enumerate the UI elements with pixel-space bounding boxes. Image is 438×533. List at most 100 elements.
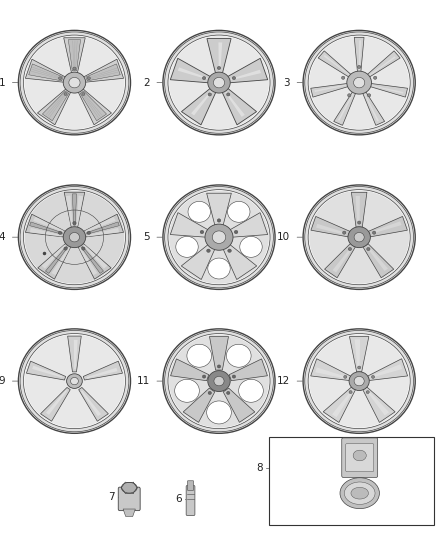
Ellipse shape <box>344 482 375 504</box>
Ellipse shape <box>309 335 409 427</box>
Polygon shape <box>29 64 63 81</box>
Ellipse shape <box>308 35 410 130</box>
Polygon shape <box>369 56 396 76</box>
Ellipse shape <box>24 190 125 285</box>
Polygon shape <box>72 194 77 225</box>
Polygon shape <box>183 388 215 422</box>
Polygon shape <box>311 359 351 381</box>
Polygon shape <box>74 340 78 369</box>
Polygon shape <box>76 196 83 225</box>
Ellipse shape <box>305 330 413 432</box>
Polygon shape <box>80 91 106 121</box>
Polygon shape <box>178 67 208 79</box>
Ellipse shape <box>349 391 352 393</box>
Polygon shape <box>64 192 85 228</box>
Ellipse shape <box>163 30 275 135</box>
Ellipse shape <box>208 72 230 93</box>
Polygon shape <box>79 248 97 275</box>
Polygon shape <box>231 70 261 80</box>
Bar <box>269 437 434 525</box>
Ellipse shape <box>24 334 125 429</box>
Ellipse shape <box>207 249 210 253</box>
Ellipse shape <box>25 36 124 129</box>
Ellipse shape <box>357 366 361 369</box>
Ellipse shape <box>217 67 221 70</box>
Ellipse shape <box>82 93 85 95</box>
Text: 12: 12 <box>277 376 290 386</box>
Ellipse shape <box>366 391 369 393</box>
Ellipse shape <box>18 185 131 289</box>
Ellipse shape <box>239 379 263 402</box>
Polygon shape <box>364 93 379 122</box>
Polygon shape <box>209 336 229 370</box>
Polygon shape <box>123 509 135 516</box>
Polygon shape <box>46 246 67 273</box>
Ellipse shape <box>165 32 273 133</box>
Ellipse shape <box>169 335 269 427</box>
Polygon shape <box>86 222 119 234</box>
Polygon shape <box>368 216 407 237</box>
Polygon shape <box>332 390 353 417</box>
Ellipse shape <box>169 191 269 284</box>
Ellipse shape <box>59 77 62 80</box>
Ellipse shape <box>372 231 376 234</box>
Polygon shape <box>315 367 347 379</box>
Text: 6: 6 <box>175 495 182 504</box>
Ellipse shape <box>309 36 409 129</box>
Ellipse shape <box>226 344 251 367</box>
Polygon shape <box>83 59 124 82</box>
Polygon shape <box>363 91 385 125</box>
FancyBboxPatch shape <box>187 481 194 490</box>
Ellipse shape <box>303 185 415 289</box>
FancyBboxPatch shape <box>346 444 374 472</box>
Text: 5: 5 <box>143 232 150 242</box>
Ellipse shape <box>308 334 410 429</box>
Polygon shape <box>64 38 85 74</box>
Ellipse shape <box>344 375 347 378</box>
Polygon shape <box>52 248 70 275</box>
Polygon shape <box>41 387 70 421</box>
Ellipse shape <box>217 219 221 222</box>
Polygon shape <box>338 93 353 121</box>
Polygon shape <box>181 244 215 279</box>
Polygon shape <box>367 359 408 381</box>
Text: 3: 3 <box>283 78 290 87</box>
Ellipse shape <box>25 335 124 427</box>
Ellipse shape <box>217 365 221 368</box>
Ellipse shape <box>208 370 230 392</box>
Ellipse shape <box>202 375 206 378</box>
Ellipse shape <box>371 375 374 378</box>
Ellipse shape <box>165 330 273 432</box>
Ellipse shape <box>168 190 270 285</box>
Polygon shape <box>83 361 123 380</box>
Polygon shape <box>359 41 361 71</box>
Polygon shape <box>372 221 402 233</box>
Text: 7: 7 <box>108 492 114 502</box>
Polygon shape <box>366 390 389 415</box>
Text: 2: 2 <box>143 78 150 87</box>
Ellipse shape <box>367 247 370 251</box>
Ellipse shape <box>226 391 230 394</box>
Ellipse shape <box>208 391 212 394</box>
Polygon shape <box>30 228 62 237</box>
Ellipse shape <box>303 30 415 135</box>
Ellipse shape <box>69 232 80 242</box>
Ellipse shape <box>20 330 129 432</box>
Text: 10: 10 <box>277 232 290 242</box>
Ellipse shape <box>205 224 233 250</box>
Polygon shape <box>219 43 222 71</box>
Polygon shape <box>78 88 111 125</box>
Polygon shape <box>67 336 81 372</box>
Ellipse shape <box>188 201 210 222</box>
Ellipse shape <box>64 247 67 250</box>
Ellipse shape <box>69 77 80 88</box>
Polygon shape <box>363 387 395 423</box>
Polygon shape <box>170 213 209 237</box>
Ellipse shape <box>347 71 371 94</box>
Text: 11: 11 <box>137 376 150 386</box>
FancyBboxPatch shape <box>342 438 378 478</box>
Ellipse shape <box>187 344 212 367</box>
Polygon shape <box>356 196 360 224</box>
Polygon shape <box>191 91 212 116</box>
Ellipse shape <box>353 77 365 88</box>
